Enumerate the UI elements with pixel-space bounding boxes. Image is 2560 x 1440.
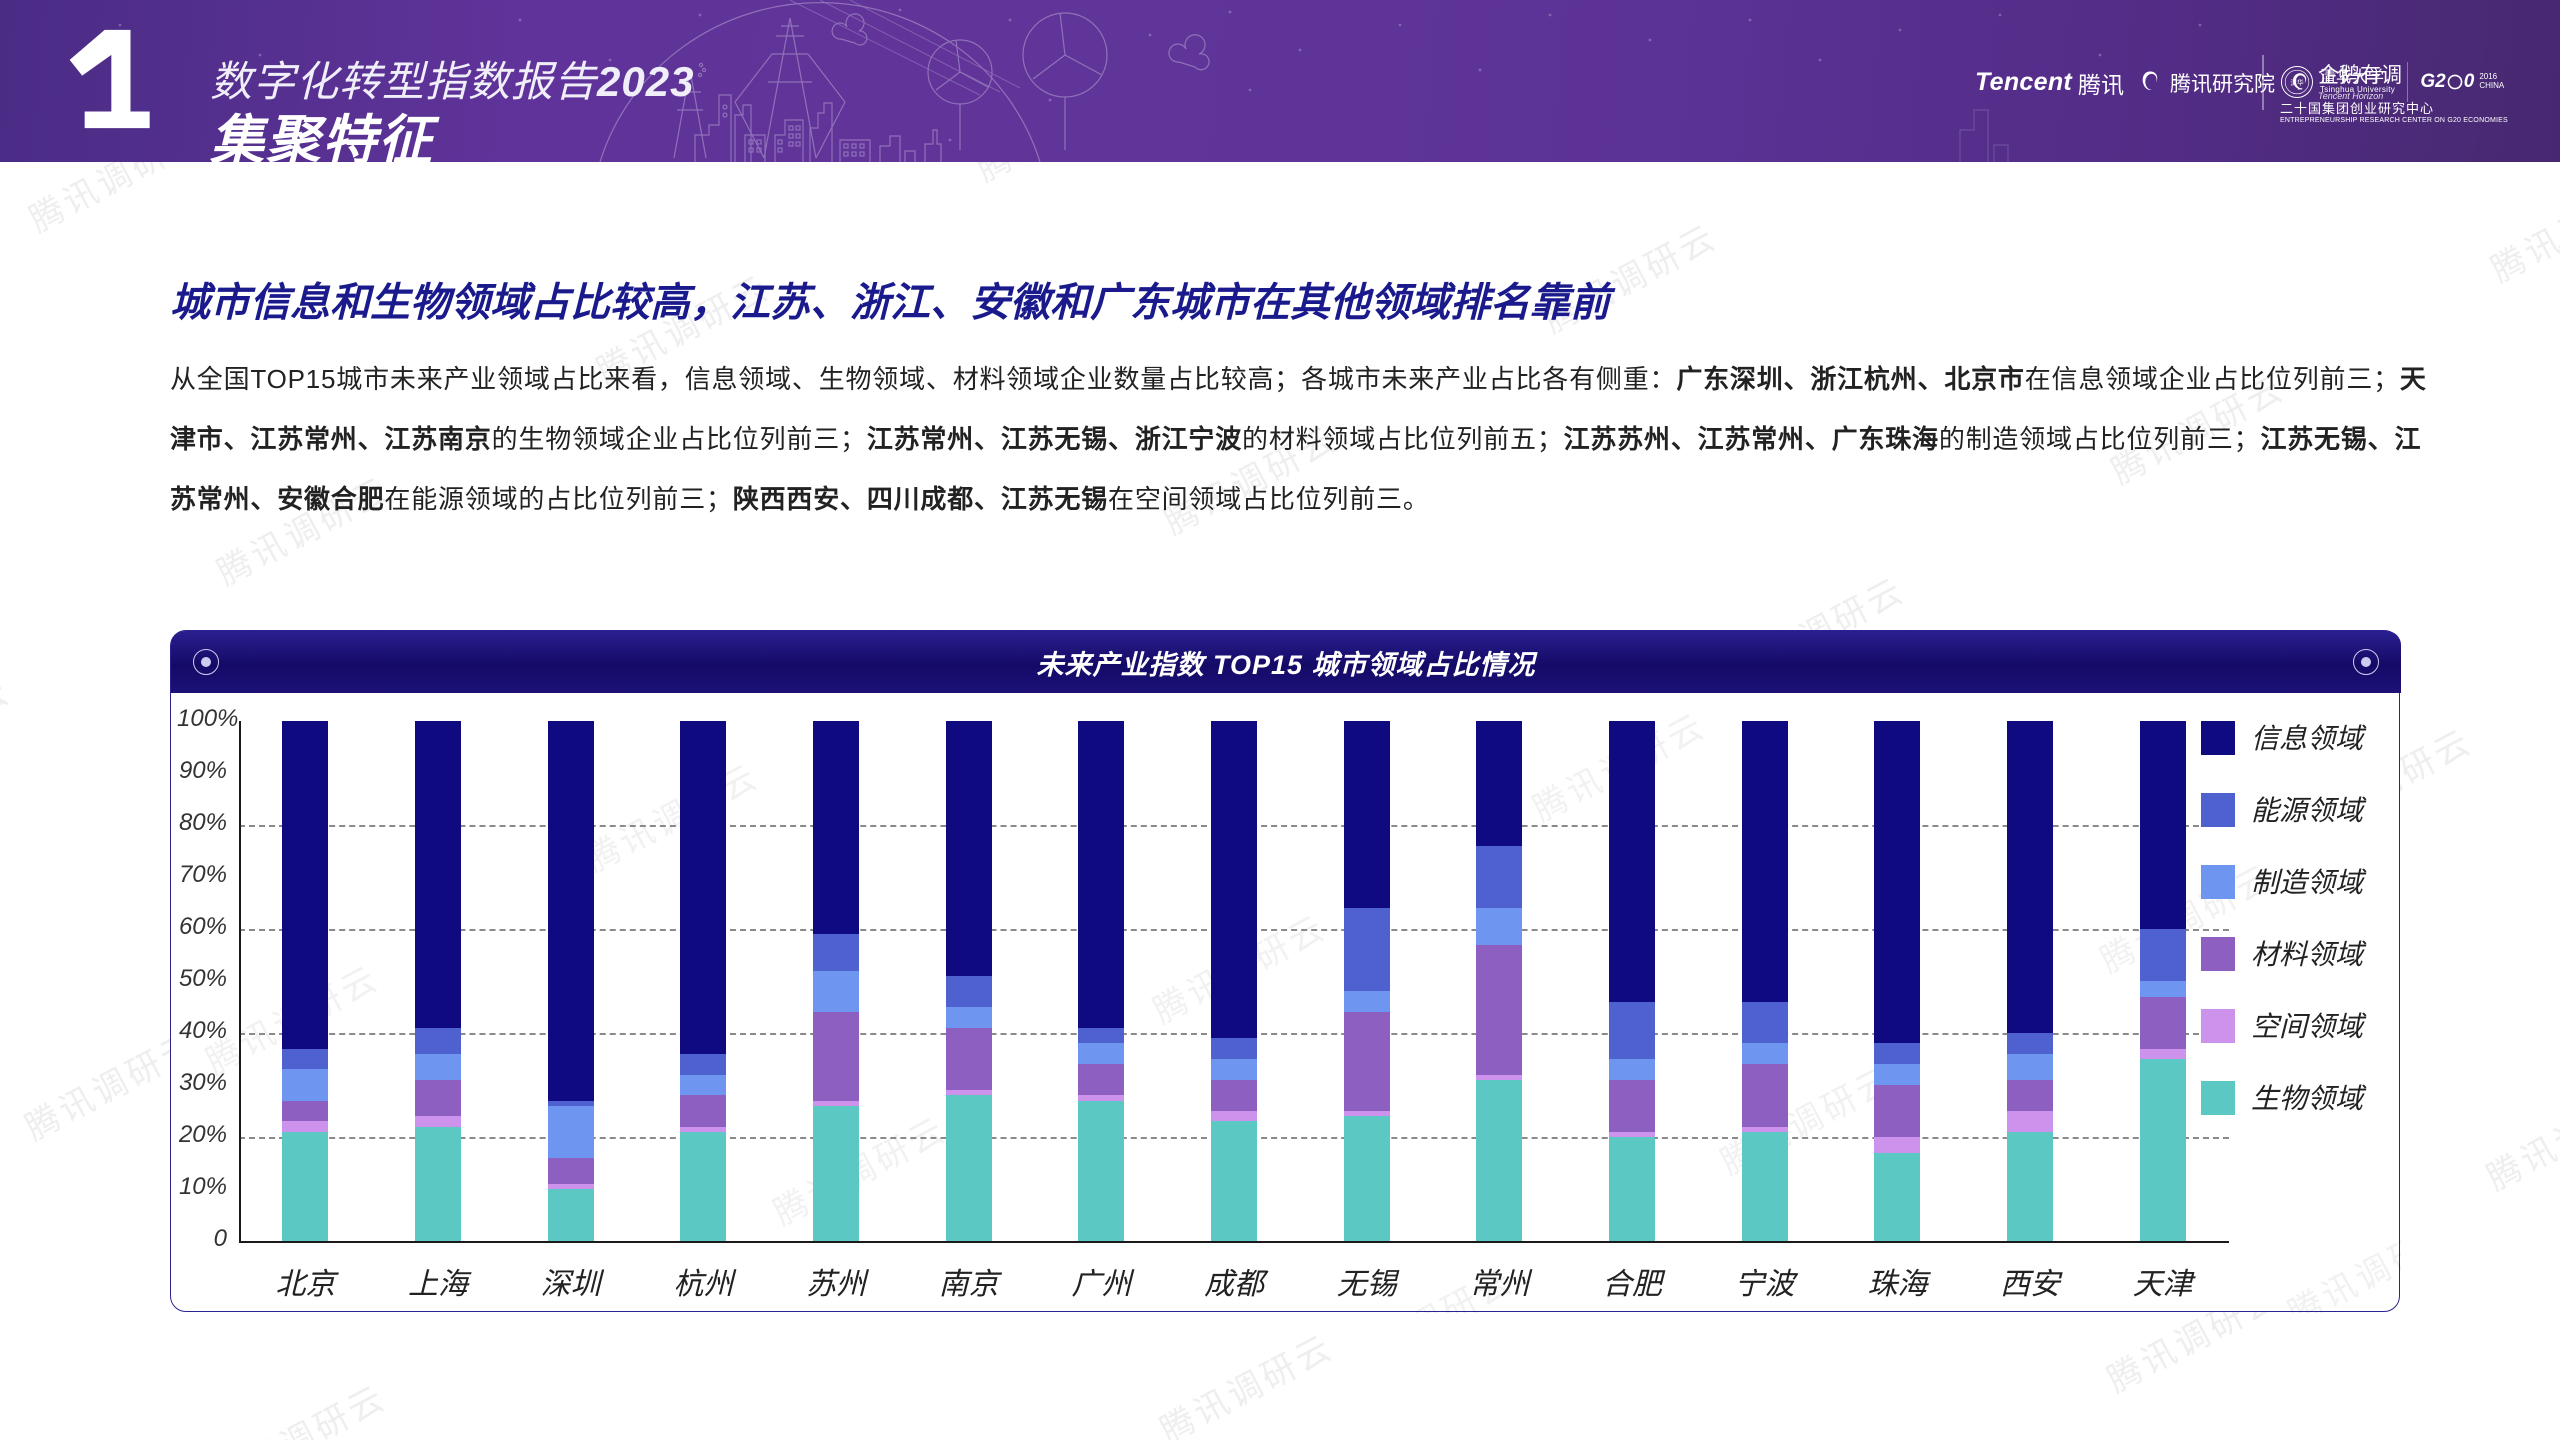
svg-text:清华: 清华 (2290, 78, 2304, 87)
